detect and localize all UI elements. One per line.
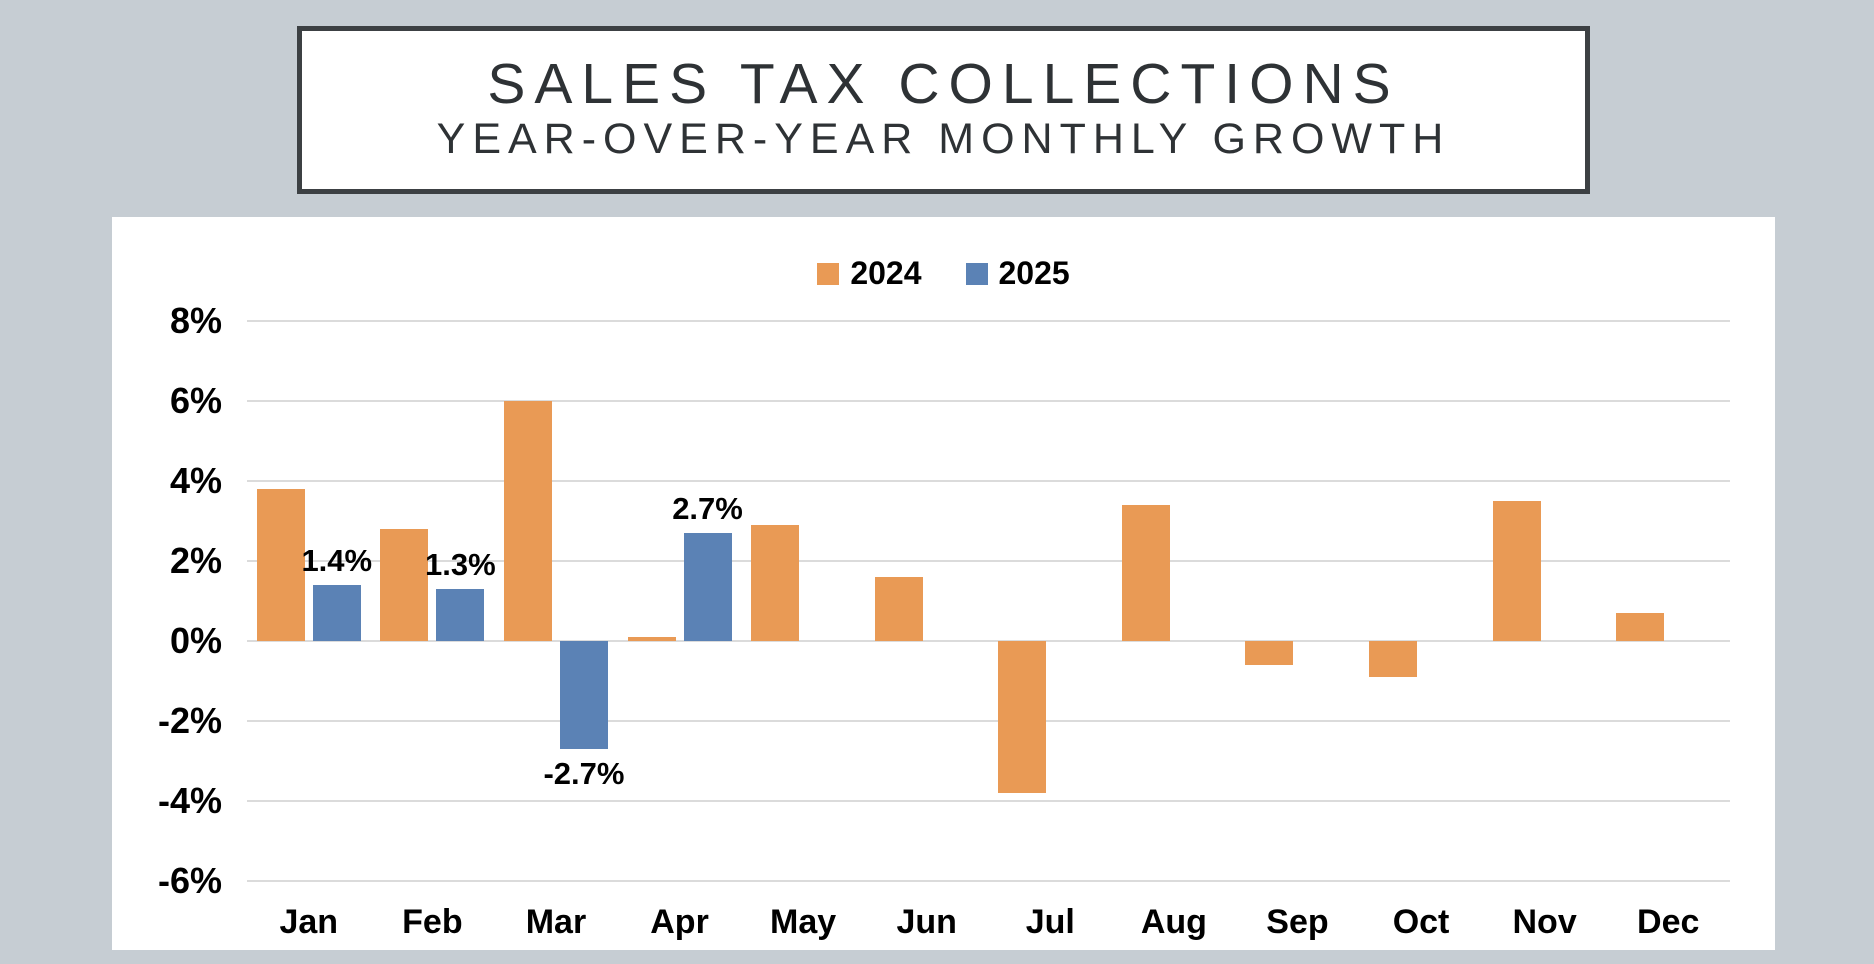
bar-2024-aug — [1121, 505, 1170, 641]
chart-panel: 2024 2025 8% 6% 4% 2% 0% -2% -4% -6% 1.4% 1.3% -2.… — [112, 217, 1775, 950]
chart-title-box: SALES TAX COLLECTIONS YEAR-OVER-YEAR MON… — [297, 26, 1590, 194]
legend-swatch-2025-icon — [965, 262, 988, 285]
y-axis-tick-label: -4% — [157, 780, 222, 821]
x-axis-label-may: May — [770, 903, 837, 941]
bar-2025-apr — [683, 533, 732, 641]
bar-2024-jan — [256, 489, 305, 641]
bar-2024-dec — [1616, 613, 1665, 641]
bar-2024-jun — [874, 577, 923, 641]
y-axis-tick-label: 6% — [169, 380, 222, 421]
x-axis-label-feb: Feb — [402, 903, 463, 941]
chart-title: SALES TAX COLLECTIONS — [487, 52, 1400, 117]
x-axis-label-oct: Oct — [1392, 903, 1450, 941]
bar-2024-nov — [1492, 501, 1541, 641]
y-axis-tick-label: 2% — [169, 540, 222, 581]
bar-2025-feb — [436, 589, 485, 641]
x-axis-label-aug: Aug — [1140, 903, 1207, 941]
chart-subtitle: YEAR-OVER-YEAR MONTHLY GROWTH — [436, 115, 1451, 164]
bar-2024-sep — [1245, 641, 1294, 665]
legend-label-2024: 2024 — [850, 255, 922, 291]
gridline — [247, 400, 1730, 402]
gridline — [247, 320, 1730, 322]
data-label-2025-feb: 1.3% — [425, 547, 496, 582]
bar-2024-apr — [627, 637, 676, 641]
bar-2025-mar — [559, 641, 608, 749]
legend-item-2025: 2025 — [965, 255, 1070, 292]
gridline — [247, 800, 1730, 802]
bar-2025-jan — [312, 585, 361, 641]
chart-legend: 2024 2025 — [112, 255, 1775, 292]
data-label-2025-apr: 2.7% — [672, 491, 743, 526]
y-axis-tick-label: 4% — [169, 460, 222, 501]
gridline — [247, 640, 1730, 642]
x-axis-label-nov: Nov — [1512, 903, 1577, 941]
x-axis-label-apr: Apr — [650, 903, 709, 941]
gridline — [247, 560, 1730, 562]
data-label-2025-jan: 1.4% — [301, 543, 373, 578]
gridline — [247, 880, 1730, 882]
gridline — [247, 480, 1730, 482]
gridline — [247, 720, 1730, 722]
x-axis-label-sep: Sep — [1266, 903, 1329, 941]
y-axis-tick-label: 0% — [169, 620, 222, 661]
y-axis-tick-label: -6% — [157, 860, 222, 901]
bar-2024-feb — [380, 529, 429, 641]
x-axis-label-jul: Jul — [1025, 903, 1075, 941]
bar-2024-oct — [1369, 641, 1418, 677]
legend-item-2024: 2024 — [817, 255, 922, 292]
bar-2024-mar — [503, 401, 552, 641]
y-axis-tick-label: -2% — [157, 700, 222, 741]
data-label-2025-mar: -2.7% — [543, 756, 625, 791]
x-axis-label-jun: Jun — [896, 903, 957, 941]
x-axis-label-mar: Mar — [525, 903, 587, 941]
x-axis-label-jan: Jan — [279, 903, 339, 941]
bar-2024-may — [751, 525, 800, 641]
y-axis-tick-label: 8% — [169, 300, 222, 341]
legend-swatch-2024-icon — [817, 262, 840, 285]
x-axis-label-dec: Dec — [1637, 903, 1700, 941]
bar-2024-jul — [998, 641, 1047, 793]
legend-label-2025: 2025 — [998, 255, 1070, 291]
